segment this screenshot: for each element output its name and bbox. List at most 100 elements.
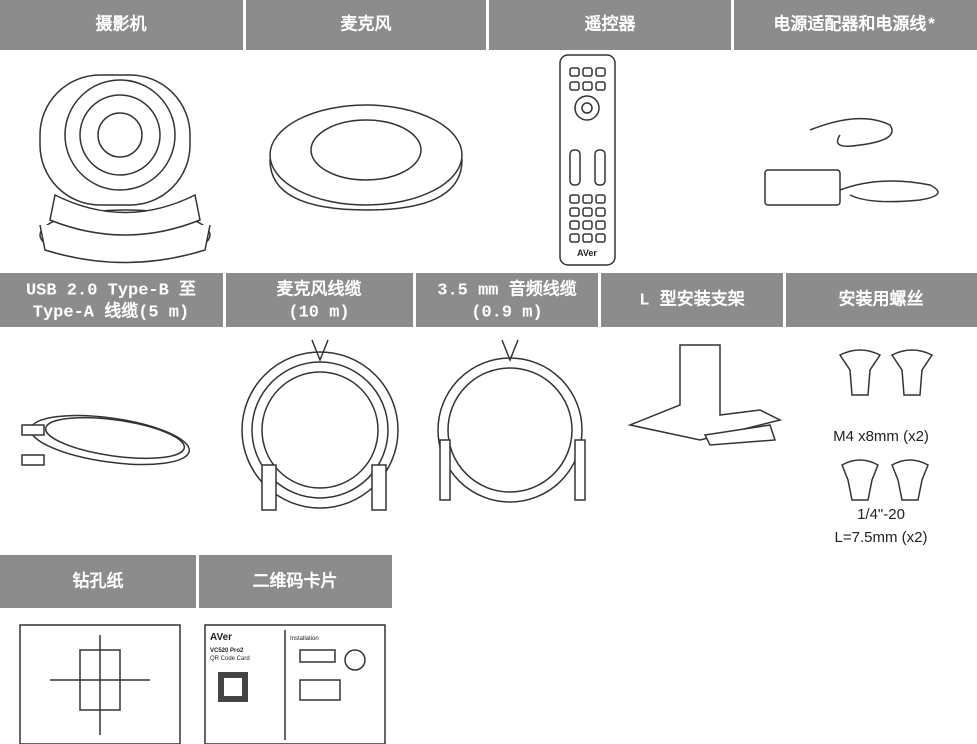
shape bbox=[569, 149, 581, 186]
header-cell bbox=[0, 0, 243, 50]
card-section: Installation bbox=[290, 636, 319, 642]
shape bbox=[261, 464, 277, 511]
shape bbox=[594, 149, 606, 186]
header: L 型安装支架 bbox=[639, 288, 744, 310]
remote-brand: AVer bbox=[577, 248, 597, 258]
header: 安装用螺丝 bbox=[839, 288, 924, 310]
bracket-illustration bbox=[627, 344, 783, 446]
shape bbox=[344, 649, 366, 671]
header: (0.9 m) bbox=[471, 303, 542, 322]
shape bbox=[299, 679, 341, 701]
shape bbox=[44, 416, 186, 460]
header-cell bbox=[734, 0, 977, 50]
header: 遥控器 bbox=[585, 13, 637, 35]
shape bbox=[224, 678, 242, 696]
camera-illustration bbox=[39, 74, 211, 264]
header: 钻孔纸 bbox=[73, 570, 124, 592]
shape bbox=[703, 424, 777, 446]
shape bbox=[310, 119, 422, 181]
remote-button bbox=[569, 220, 580, 230]
shape bbox=[299, 649, 336, 663]
audio-cable-illustration bbox=[437, 339, 586, 503]
header: 电源适配器和电源线* bbox=[773, 13, 936, 35]
shape bbox=[838, 349, 882, 396]
shape bbox=[569, 67, 606, 243]
remote-button bbox=[582, 81, 593, 91]
header: 二维码卡片 bbox=[253, 570, 338, 592]
shape bbox=[49, 193, 201, 236]
shape bbox=[226, 273, 413, 327]
remote-button bbox=[569, 233, 580, 243]
header-cell bbox=[246, 0, 486, 50]
shape bbox=[809, 117, 893, 147]
shape bbox=[29, 414, 191, 466]
header: USB 2.0 Type-B 至 bbox=[26, 279, 196, 300]
shape bbox=[439, 439, 451, 501]
remote-button bbox=[595, 67, 606, 77]
card-model: VC520 Pro2 bbox=[210, 648, 244, 654]
remote-button bbox=[569, 81, 580, 91]
microphone-illustration bbox=[269, 104, 463, 211]
header-row-1: 摄影机 麦克风 遥控器 电源适配器和电源线* bbox=[0, 0, 977, 50]
shape bbox=[891, 459, 929, 501]
shape bbox=[97, 112, 143, 158]
shape bbox=[839, 180, 939, 203]
remote-button bbox=[595, 207, 606, 217]
shape bbox=[311, 339, 329, 363]
shape bbox=[764, 169, 841, 206]
shape bbox=[890, 349, 934, 396]
remote-button bbox=[595, 194, 606, 204]
shape bbox=[601, 273, 783, 327]
power-adapter-illustration bbox=[764, 117, 939, 206]
shape bbox=[574, 95, 600, 121]
shape bbox=[204, 624, 386, 744]
usb-cable-illustration bbox=[21, 414, 191, 466]
shape bbox=[559, 54, 616, 266]
shape bbox=[241, 351, 399, 509]
remote-button bbox=[582, 207, 593, 217]
remote-button bbox=[582, 233, 593, 243]
shape bbox=[21, 454, 45, 466]
screw-label: M4 x8mm (x2) bbox=[833, 428, 929, 445]
shape bbox=[261, 371, 379, 489]
shape bbox=[574, 439, 586, 501]
header: 麦克风 bbox=[341, 13, 392, 35]
shape bbox=[199, 555, 392, 608]
header-row-3: 钻孔纸 二维码卡片 bbox=[0, 555, 392, 608]
header: 摄影机 bbox=[96, 13, 147, 35]
remote-illustration: AVer bbox=[559, 54, 616, 266]
shape bbox=[371, 464, 387, 511]
shape bbox=[21, 424, 45, 436]
shape bbox=[0, 555, 196, 608]
remote-button bbox=[595, 81, 606, 91]
drill-paper-illustration bbox=[19, 624, 181, 744]
remote-button bbox=[595, 233, 606, 243]
shape bbox=[39, 224, 211, 264]
remote-button bbox=[569, 207, 580, 217]
remote-button bbox=[569, 67, 580, 77]
shape bbox=[786, 273, 977, 327]
qr-card-illustration: AVer VC520 Pro2 QR Code Card Installatio… bbox=[204, 624, 386, 744]
header-cell bbox=[489, 0, 731, 50]
screw-label: 1/4"-20 bbox=[857, 506, 905, 523]
shape bbox=[501, 339, 519, 363]
screws-illustration: M4 x8mm (x2) 1/4"-20 L=7.5mm (x2) bbox=[833, 349, 934, 546]
shape bbox=[0, 273, 223, 327]
shape bbox=[437, 357, 583, 503]
shape bbox=[627, 344, 783, 441]
shape bbox=[841, 459, 879, 501]
card-subtitle: QR Code Card bbox=[210, 656, 250, 662]
shape bbox=[447, 367, 573, 493]
header: 麦克风线缆 bbox=[277, 278, 362, 300]
shape bbox=[416, 273, 598, 327]
screw-label: L=7.5mm (x2) bbox=[835, 529, 928, 546]
header-row-2: USB 2.0 Type-B 至 Type-A 线缆(5 m) 麦克风线缆 (1… bbox=[0, 273, 977, 327]
card-brand: AVer bbox=[210, 632, 232, 643]
remote-button bbox=[569, 194, 580, 204]
header: Type-A 线缆(5 m) bbox=[33, 300, 189, 322]
header: 3.5 mm 音频线缆 bbox=[437, 278, 576, 300]
header: (10 m) bbox=[288, 303, 349, 322]
remote-button bbox=[595, 220, 606, 230]
remote-button bbox=[582, 220, 593, 230]
